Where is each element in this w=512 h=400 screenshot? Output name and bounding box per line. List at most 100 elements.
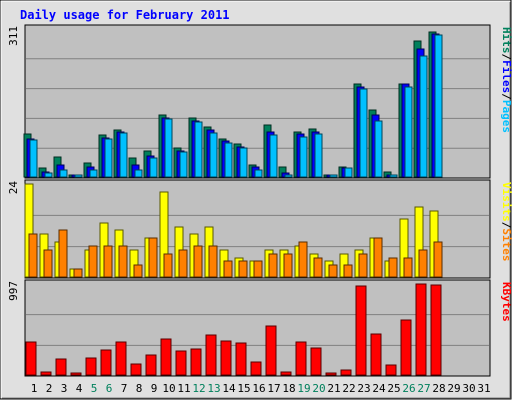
bar-sites-day-8 — [133, 264, 143, 278]
bar-pages-day-9 — [149, 157, 158, 178]
bar-sites-day-16 — [253, 260, 263, 278]
bar-sites-day-5 — [88, 245, 98, 278]
bar-pages-day-2 — [44, 172, 53, 178]
x-tick-label-day-12: 12 — [192, 382, 205, 395]
bar-sites-day-6 — [103, 245, 113, 278]
x-tick-label-day-18: 18 — [282, 382, 295, 395]
x-tick-label-day-1: 1 — [31, 382, 38, 395]
x-tick-label-day-17: 17 — [267, 382, 280, 395]
bar-pages-day-21 — [329, 174, 338, 178]
x-tick-label-day-6: 6 — [106, 382, 113, 395]
y-max-label: 997 — [7, 281, 20, 301]
x-tick-label-day-29: 29 — [447, 382, 460, 395]
series-legend: Hits/Files/Pages — [500, 27, 512, 133]
bar-kbytes-day-21 — [325, 372, 337, 376]
bar-pages-day-23 — [359, 88, 368, 178]
series-legend: Visits/Sites — [500, 182, 512, 262]
bar-kbytes-day-25 — [385, 364, 397, 376]
bar-pages-day-10 — [164, 118, 173, 178]
bar-kbytes-day-28 — [430, 284, 442, 376]
bar-pages-day-17 — [269, 134, 278, 178]
bar-sites-day-13 — [208, 245, 218, 278]
x-tick-label-day-20: 20 — [312, 382, 325, 395]
bar-kbytes-day-10 — [160, 338, 172, 376]
bar-sites-day-17 — [268, 253, 278, 278]
x-tick-label-day-26: 26 — [402, 382, 415, 395]
bar-pages-day-27 — [419, 55, 428, 178]
x-tick-label-day-15: 15 — [237, 382, 250, 395]
bar-sites-day-1 — [28, 233, 38, 278]
x-tick-label-day-25: 25 — [387, 382, 400, 395]
bar-kbytes-day-13 — [205, 334, 217, 376]
x-tick-label-day-24: 24 — [372, 382, 386, 395]
bar-sites-day-14 — [223, 260, 233, 278]
bar-kbytes-day-23 — [355, 285, 367, 376]
bar-kbytes-day-7 — [115, 341, 127, 376]
legend-files: Files — [500, 60, 512, 93]
bar-sites-day-28 — [433, 241, 443, 278]
bar-pages-day-26 — [404, 86, 413, 178]
bar-kbytes-day-16 — [250, 361, 262, 376]
x-tick-label-day-9: 9 — [151, 382, 158, 395]
x-tick-label-day-14: 14 — [222, 382, 236, 395]
bar-kbytes-day-22 — [340, 369, 352, 376]
bar-pages-day-3 — [59, 169, 68, 178]
x-tick-label-day-30: 30 — [462, 382, 475, 395]
bar-kbytes-day-20 — [310, 347, 322, 376]
bar-kbytes-day-2 — [40, 371, 52, 376]
x-tick-label-day-11: 11 — [177, 382, 190, 395]
bar-pages-day-1 — [29, 139, 38, 178]
bar-kbytes-day-26 — [400, 319, 412, 376]
x-tick-label-day-22: 22 — [342, 382, 355, 395]
bar-pages-day-8 — [134, 169, 143, 178]
bar-kbytes-day-4 — [70, 372, 82, 376]
bar-sites-day-10 — [163, 253, 173, 278]
bar-sites-day-27 — [418, 249, 428, 278]
legend-slash: / — [500, 54, 512, 61]
x-tick-label-day-13: 13 — [207, 382, 220, 395]
legend-hits: Hits — [500, 27, 512, 54]
bar-kbytes-day-5 — [85, 357, 97, 376]
chart-title: Daily usage for February 2011 — [20, 8, 230, 22]
x-tick-label-day-28: 28 — [432, 382, 445, 395]
bar-kbytes-day-18 — [280, 371, 292, 376]
bar-sites-day-15 — [238, 260, 248, 278]
bar-kbytes-day-14 — [220, 340, 232, 376]
x-tick-label-day-7: 7 — [121, 382, 128, 395]
bar-pages-day-22 — [344, 167, 353, 178]
x-tick-label-day-4: 4 — [76, 382, 83, 395]
x-tick-label-day-21: 21 — [327, 382, 340, 395]
bar-sites-day-22 — [343, 264, 353, 278]
series-legend: KBytes — [500, 282, 512, 322]
bar-sites-day-25 — [388, 257, 398, 278]
x-tick-label-day-10: 10 — [162, 382, 175, 395]
bar-sites-day-11 — [178, 249, 188, 278]
x-tick-label-day-23: 23 — [357, 382, 370, 395]
bar-kbytes-day-11 — [175, 350, 187, 376]
bar-pages-day-13 — [209, 132, 218, 178]
bar-pages-day-5 — [89, 169, 98, 178]
bar-sites-day-24 — [373, 237, 383, 278]
bar-kbytes-day-19 — [295, 341, 307, 376]
legend-slash: / — [500, 222, 512, 229]
bar-pages-day-18 — [284, 174, 293, 178]
bar-pages-day-15 — [239, 147, 248, 178]
x-tick-label-day-5: 5 — [91, 382, 98, 395]
legend-sites: Sites — [500, 228, 512, 261]
bar-kbytes-day-1 — [25, 341, 37, 376]
bar-kbytes-day-8 — [130, 363, 142, 376]
x-tick-label-day-2: 2 — [46, 382, 53, 395]
bar-kbytes-day-12 — [190, 348, 202, 376]
bar-pages-day-6 — [104, 138, 113, 178]
x-tick-label-day-19: 19 — [297, 382, 310, 395]
y-max-label: 311 — [7, 26, 20, 46]
bar-kbytes-day-15 — [235, 342, 247, 376]
x-tick-label-day-27: 27 — [417, 382, 430, 395]
panel-kbytes: 997 KBytes — [7, 279, 512, 377]
bar-pages-day-24 — [374, 120, 383, 178]
bar-pages-day-19 — [299, 136, 308, 178]
bar-kbytes-day-27 — [415, 283, 427, 376]
bar-pages-day-16 — [254, 169, 263, 178]
x-tick-label-day-31: 31 — [477, 382, 490, 395]
